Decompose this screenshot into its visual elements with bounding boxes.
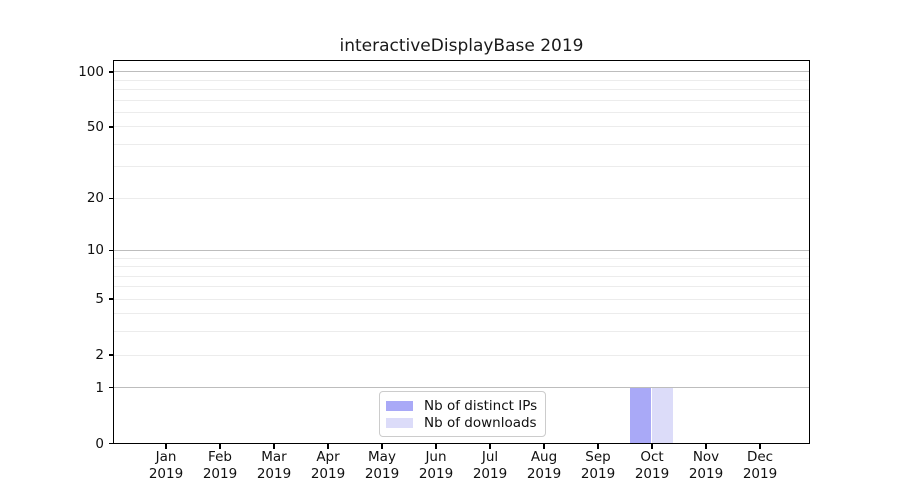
- month-label: Jan: [155, 449, 177, 465]
- gridline-2: [113, 354, 810, 356]
- month-label: Jun: [425, 449, 447, 465]
- year-label: 2019: [472, 465, 508, 482]
- year-label: 2019: [364, 465, 400, 482]
- month-label: Nov: [692, 449, 720, 465]
- legend: Nb of distinct IPs Nb of downloads: [379, 391, 546, 437]
- gridline-30: [113, 166, 810, 168]
- x-tick-label-sep: Sep 2019: [566, 449, 630, 482]
- x-tick-nov: [705, 443, 707, 449]
- gridline-6: [113, 286, 810, 288]
- legend-item-distinct-ips: Nb of distinct IPs: [386, 397, 539, 415]
- legend-swatch-distinct-ips: [386, 400, 413, 411]
- year-label: 2019: [148, 465, 184, 482]
- x-tick-label-apr: Apr 2019: [296, 449, 360, 482]
- x-tick-label-aug: Aug 2019: [512, 449, 576, 482]
- x-tick-mar: [273, 443, 275, 449]
- year-label: 2019: [418, 465, 454, 482]
- year-label: 2019: [634, 465, 670, 482]
- y-tick-label-5: 5: [95, 291, 104, 308]
- month-label: Jul: [481, 449, 499, 465]
- y-tick-100: [108, 71, 114, 73]
- month-label: Sep: [585, 449, 611, 465]
- y-tick-label-50: 50: [86, 118, 104, 135]
- legend-label-downloads: Nb of downloads: [424, 415, 537, 432]
- gridline-7: [113, 275, 810, 277]
- y-tick-5: [108, 298, 114, 300]
- x-tick-label-mar: Mar 2019: [242, 449, 306, 482]
- y-tick-label-10: 10: [86, 242, 104, 259]
- month-label: Oct: [640, 449, 664, 465]
- x-tick-label-nov: Nov 2019: [674, 449, 738, 482]
- x-tick-oct: [651, 443, 653, 449]
- month-label: Apr: [316, 449, 340, 465]
- bar-nb-of-downloads-oct: [651, 387, 674, 444]
- plot-area: [113, 60, 810, 444]
- gridline-90: [113, 79, 810, 81]
- x-tick-aug: [543, 443, 545, 449]
- gridline-70: [113, 99, 810, 101]
- year-label: 2019: [256, 465, 292, 482]
- x-tick-label-jun: Jun 2019: [404, 449, 468, 482]
- x-tick-jun: [435, 443, 437, 449]
- month-label: Feb: [208, 449, 232, 465]
- gridline-10: [113, 249, 810, 251]
- gridline-80: [113, 89, 810, 91]
- x-tick-apr: [327, 443, 329, 449]
- y-tick-20: [108, 197, 114, 200]
- year-label: 2019: [688, 465, 724, 482]
- gridline-3: [113, 331, 810, 333]
- legend-item-downloads: Nb of downloads: [386, 415, 539, 433]
- month-label: May: [368, 449, 396, 465]
- y-tick-1: [108, 386, 114, 389]
- x-tick-may: [381, 443, 383, 449]
- x-tick-label-feb: Feb 2019: [188, 449, 252, 482]
- x-tick-label-jul: Jul 2019: [458, 449, 522, 482]
- gridline-100: [113, 71, 810, 73]
- gridline-20: [113, 197, 810, 199]
- x-tick-label-may: May 2019: [350, 449, 414, 482]
- legend-swatch-downloads: [386, 418, 413, 429]
- month-label: Mar: [261, 449, 287, 465]
- legend-label-distinct-ips: Nb of distinct IPs: [424, 397, 538, 414]
- gridline-8: [113, 266, 810, 268]
- year-label: 2019: [580, 465, 616, 482]
- y-tick-0: [108, 442, 114, 445]
- y-tick-2: [108, 354, 114, 356]
- x-tick-label-oct: Oct 2019: [620, 449, 684, 482]
- y-tick-label-0: 0: [95, 435, 104, 452]
- y-tick-label-100: 100: [78, 63, 104, 80]
- month-label: Dec: [746, 449, 774, 465]
- x-tick-feb: [219, 443, 221, 449]
- year-label: 2019: [742, 465, 778, 482]
- gridline-4: [113, 313, 810, 315]
- gridline-60: [113, 111, 810, 113]
- year-label: 2019: [202, 465, 238, 482]
- y-tick-label-2: 2: [95, 347, 104, 364]
- x-tick-jan: [165, 443, 167, 449]
- x-tick-jul: [489, 443, 491, 449]
- gridline-1: [113, 387, 810, 389]
- x-tick-label-jan: Jan 2019: [134, 449, 198, 482]
- year-label: 2019: [310, 465, 346, 482]
- x-tick-label-dec: Dec 2019: [728, 449, 792, 482]
- y-tick-10: [108, 249, 114, 252]
- year-label: 2019: [526, 465, 562, 482]
- x-tick-dec: [759, 443, 761, 449]
- y-tick-label-20: 20: [86, 190, 104, 207]
- y-tick-50: [108, 126, 114, 128]
- gridline-5: [113, 298, 810, 300]
- x-tick-sep: [597, 443, 599, 449]
- month-label: Aug: [530, 449, 558, 465]
- chart-title: interactiveDisplayBase 2019: [339, 36, 584, 56]
- gridline-40: [113, 143, 810, 145]
- gridline-50: [113, 126, 810, 128]
- gridline-9: [113, 257, 810, 259]
- y-tick-label-1: 1: [95, 379, 104, 396]
- bar-nb-of-distinct-ips-oct: [629, 387, 652, 444]
